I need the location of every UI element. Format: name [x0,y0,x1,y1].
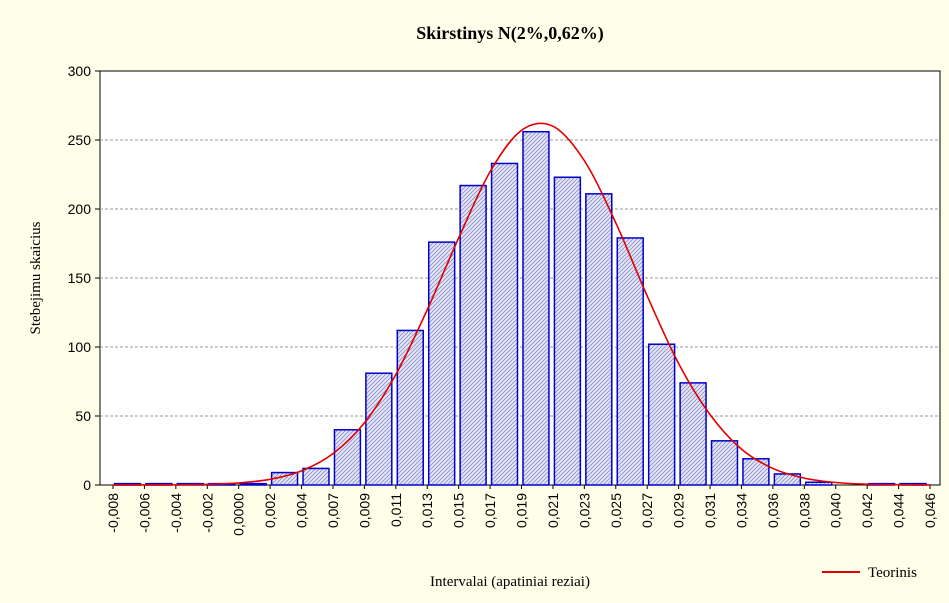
bar [742,458,770,486]
y-tick-label: 100 [68,339,92,355]
y-tick-label: 300 [68,63,92,79]
x-tick-label: 0,027 [639,493,655,528]
x-tick-label: 0,007 [325,493,341,528]
x-tick-label: 0,015 [451,493,467,528]
x-tick-label: 0,0000 [231,493,247,536]
bar [553,176,582,486]
x-tick-label: 0,042 [859,493,875,528]
legend-label: Teorinis [868,565,917,581]
y-tick-label: 50 [75,408,91,424]
y-tick-label: 200 [68,201,92,217]
x-tick-label: 0,029 [671,493,687,528]
x-tick-label: -0,002 [199,493,215,533]
bar [616,237,644,486]
bar [522,130,550,486]
y-axis-label: Stebejimu skaicius [28,221,44,334]
x-tick-label: 0,025 [608,493,624,528]
x-tick-label: 0,019 [514,493,530,528]
bar [333,429,362,486]
y-tick-label: 150 [68,270,92,286]
bar [302,467,330,486]
fit-line [112,122,931,486]
bar [396,329,424,486]
x-tick-label: -0,008 [105,493,121,533]
x-tick-label: 0,009 [356,493,372,528]
x-tick-label: 0,002 [262,493,278,528]
x-tick-label: -0,004 [168,493,184,533]
bar [805,481,833,486]
x-tick-label: 0,046 [922,493,938,528]
x-tick-label: 0,044 [891,493,907,528]
bar [427,241,456,486]
x-tick-label: 0,004 [294,493,310,528]
bar [365,372,393,486]
x-tick-label: 0,031 [702,493,718,528]
chart-title: Skirstinys N(2%,0,62%) [416,23,604,44]
x-axis-label: Intervalai (apatiniai reziai) [430,574,590,590]
bar [710,440,739,486]
x-tick-label: -0,006 [136,493,152,533]
x-tick-label: 0,017 [482,493,498,528]
bar [490,162,519,486]
bar [239,482,267,486]
x-tick-label: 0,011 [388,493,404,527]
y-tick-label: 0 [83,477,91,493]
bar [679,382,707,486]
x-tick-label: 0,023 [576,493,592,528]
bar [647,343,676,486]
x-tick-label: 0,036 [765,493,781,528]
x-tick-label: 0,013 [419,493,435,528]
bar [459,184,487,486]
x-tick-label: 0,040 [828,493,844,528]
x-tick-label: 0,021 [545,493,561,528]
y-tick-label: 250 [68,132,92,148]
bar [585,193,613,486]
x-tick-label: 0,038 [796,493,812,528]
x-tick-label: 0,034 [733,493,749,528]
